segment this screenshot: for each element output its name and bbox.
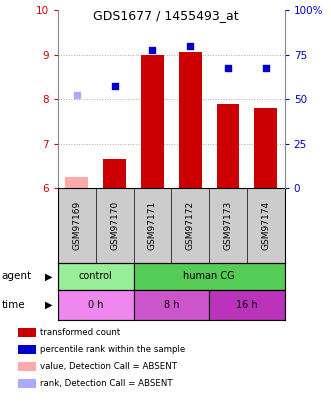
Text: GSM97171: GSM97171: [148, 201, 157, 250]
Text: GSM97172: GSM97172: [186, 201, 195, 250]
Bar: [209, 290, 285, 320]
Bar: [141, 55, 164, 188]
Text: GSM97174: GSM97174: [261, 201, 270, 250]
Bar: [255, 108, 277, 188]
Text: agent: agent: [2, 271, 32, 281]
Text: human CG: human CG: [183, 271, 235, 281]
Text: percentile rank within the sample: percentile rank within the sample: [40, 345, 185, 354]
Text: GSM97173: GSM97173: [223, 201, 232, 250]
Point: [225, 65, 231, 71]
Text: 16 h: 16 h: [236, 300, 258, 310]
Point: [188, 43, 193, 49]
Text: time: time: [2, 300, 25, 310]
Text: GDS1677 / 1455493_at: GDS1677 / 1455493_at: [93, 9, 238, 22]
Bar: [133, 290, 209, 320]
Text: ▶: ▶: [45, 271, 52, 281]
Text: ▶: ▶: [45, 300, 52, 310]
Bar: [133, 263, 285, 290]
Point: [74, 92, 79, 98]
Text: GSM97169: GSM97169: [72, 201, 81, 250]
Bar: [103, 160, 126, 188]
Text: rank, Detection Call = ABSENT: rank, Detection Call = ABSENT: [40, 379, 172, 388]
Point: [150, 47, 155, 53]
Bar: [66, 177, 88, 188]
Bar: [179, 52, 202, 188]
Bar: [58, 263, 133, 290]
Bar: [216, 104, 239, 188]
Point: [263, 65, 268, 71]
Bar: [58, 290, 133, 320]
Text: control: control: [79, 271, 113, 281]
Text: 8 h: 8 h: [164, 300, 179, 310]
Point: [112, 83, 117, 89]
Text: transformed count: transformed count: [40, 328, 120, 337]
Text: 0 h: 0 h: [88, 300, 104, 310]
Text: GSM97170: GSM97170: [110, 201, 119, 250]
Text: value, Detection Call = ABSENT: value, Detection Call = ABSENT: [40, 362, 177, 371]
